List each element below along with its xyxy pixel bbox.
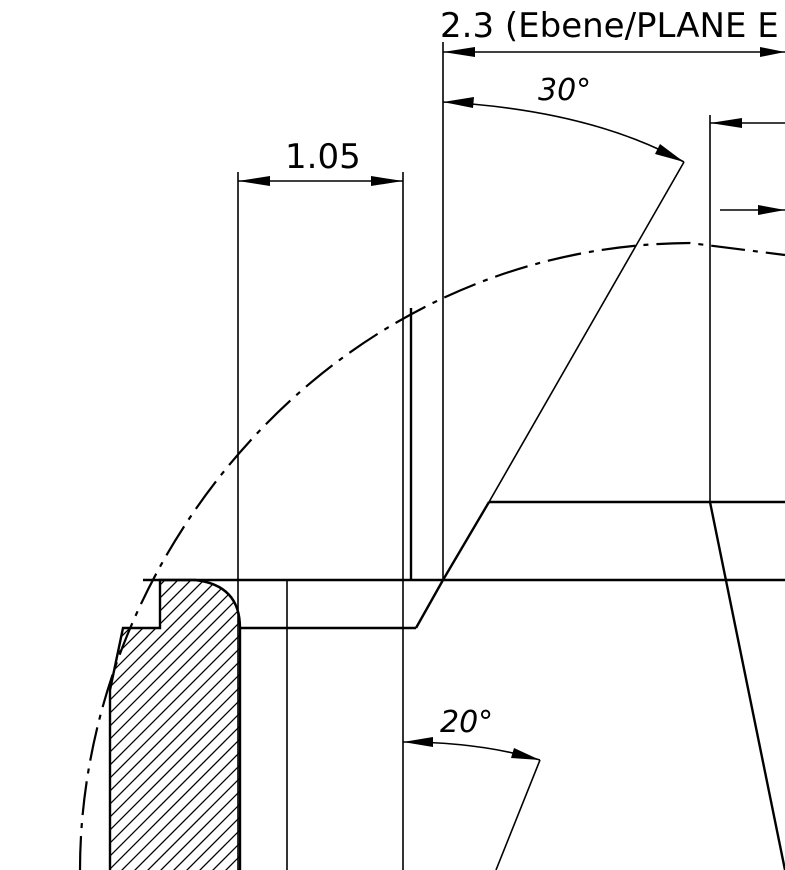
hatch-line: [372, 560, 692, 870]
hatch-line: [541, 560, 785, 870]
arrow-right-lower: [758, 205, 785, 215]
hatch-line: [110, 580, 134, 870]
hatch-line: [110, 580, 147, 870]
dim-label-angle-top: 30°: [538, 73, 591, 108]
hatch-line: [593, 560, 785, 870]
hatch-line: [176, 580, 240, 870]
arrow-top-left: [443, 47, 475, 57]
hatch-line: [110, 580, 240, 870]
hatch-line: [502, 560, 785, 870]
hatch-line: [110, 580, 240, 870]
chamfer-edge: [414, 579, 445, 629]
hatch-line: [554, 560, 785, 870]
arrow-30-right: [655, 144, 684, 162]
dim-label-top-width: 2.3 (Ebene/PLANE E: [440, 6, 779, 46]
hatch-line: [515, 560, 785, 870]
hatch-line: [110, 580, 240, 870]
detail-circle-outline: [78, 241, 785, 870]
hatch-line: [359, 560, 679, 870]
hatch-line: [110, 580, 240, 870]
angle-30-arc: [442, 101, 685, 163]
hatch-line: [255, 560, 575, 870]
hatch-line: [110, 580, 240, 870]
hatch-line: [110, 580, 240, 870]
arrow-20-left: [403, 737, 433, 747]
arrow-right-upper: [710, 118, 742, 128]
hatch-line: [228, 580, 240, 870]
hatch-line: [450, 560, 770, 870]
hatch-line: [110, 580, 225, 870]
chamfer-top-edge: [441, 501, 491, 581]
hatch-line: [476, 560, 785, 870]
hatch-line: [489, 560, 785, 870]
arrow-30-left: [443, 97, 474, 108]
hatch-line: [110, 580, 186, 870]
hatch-line: [111, 580, 240, 870]
hatched-section: [110, 560, 785, 870]
hatch-line: [163, 580, 240, 870]
hatch-line: [110, 580, 238, 870]
hatch-line: [110, 580, 240, 870]
hatch-line: [110, 580, 240, 870]
arrow-gap-left: [238, 176, 270, 186]
hatch-line: [110, 580, 240, 870]
hatch-line: [110, 580, 240, 870]
hatch-line: [110, 580, 212, 870]
hatch-line: [150, 580, 240, 870]
hatch-line: [110, 580, 240, 870]
dim-label-gap-width: 1.05: [285, 137, 361, 177]
hatch-line: [110, 580, 240, 870]
angle-20-leg: [495, 759, 541, 870]
hatch-line: [124, 580, 240, 870]
hatch-line: [110, 580, 160, 870]
hatch-line: [110, 580, 240, 870]
hatch-line: [528, 560, 785, 870]
dim-label-angle-bottom: 20°: [440, 705, 493, 740]
hatched-section-outline: [108, 578, 242, 870]
arrow-top-right: [760, 47, 785, 57]
hatch-line: [463, 560, 783, 870]
hatch-line: [110, 580, 240, 870]
hatch-line: [110, 580, 121, 870]
arrow-gap-right: [371, 176, 403, 186]
hatch-line: [346, 560, 666, 870]
angle-30-leg: [488, 161, 685, 503]
arrow-20-right: [511, 748, 540, 760]
taper-edge: [708, 501, 785, 870]
hatch-line: [137, 580, 240, 870]
hatch-line: [385, 560, 705, 870]
